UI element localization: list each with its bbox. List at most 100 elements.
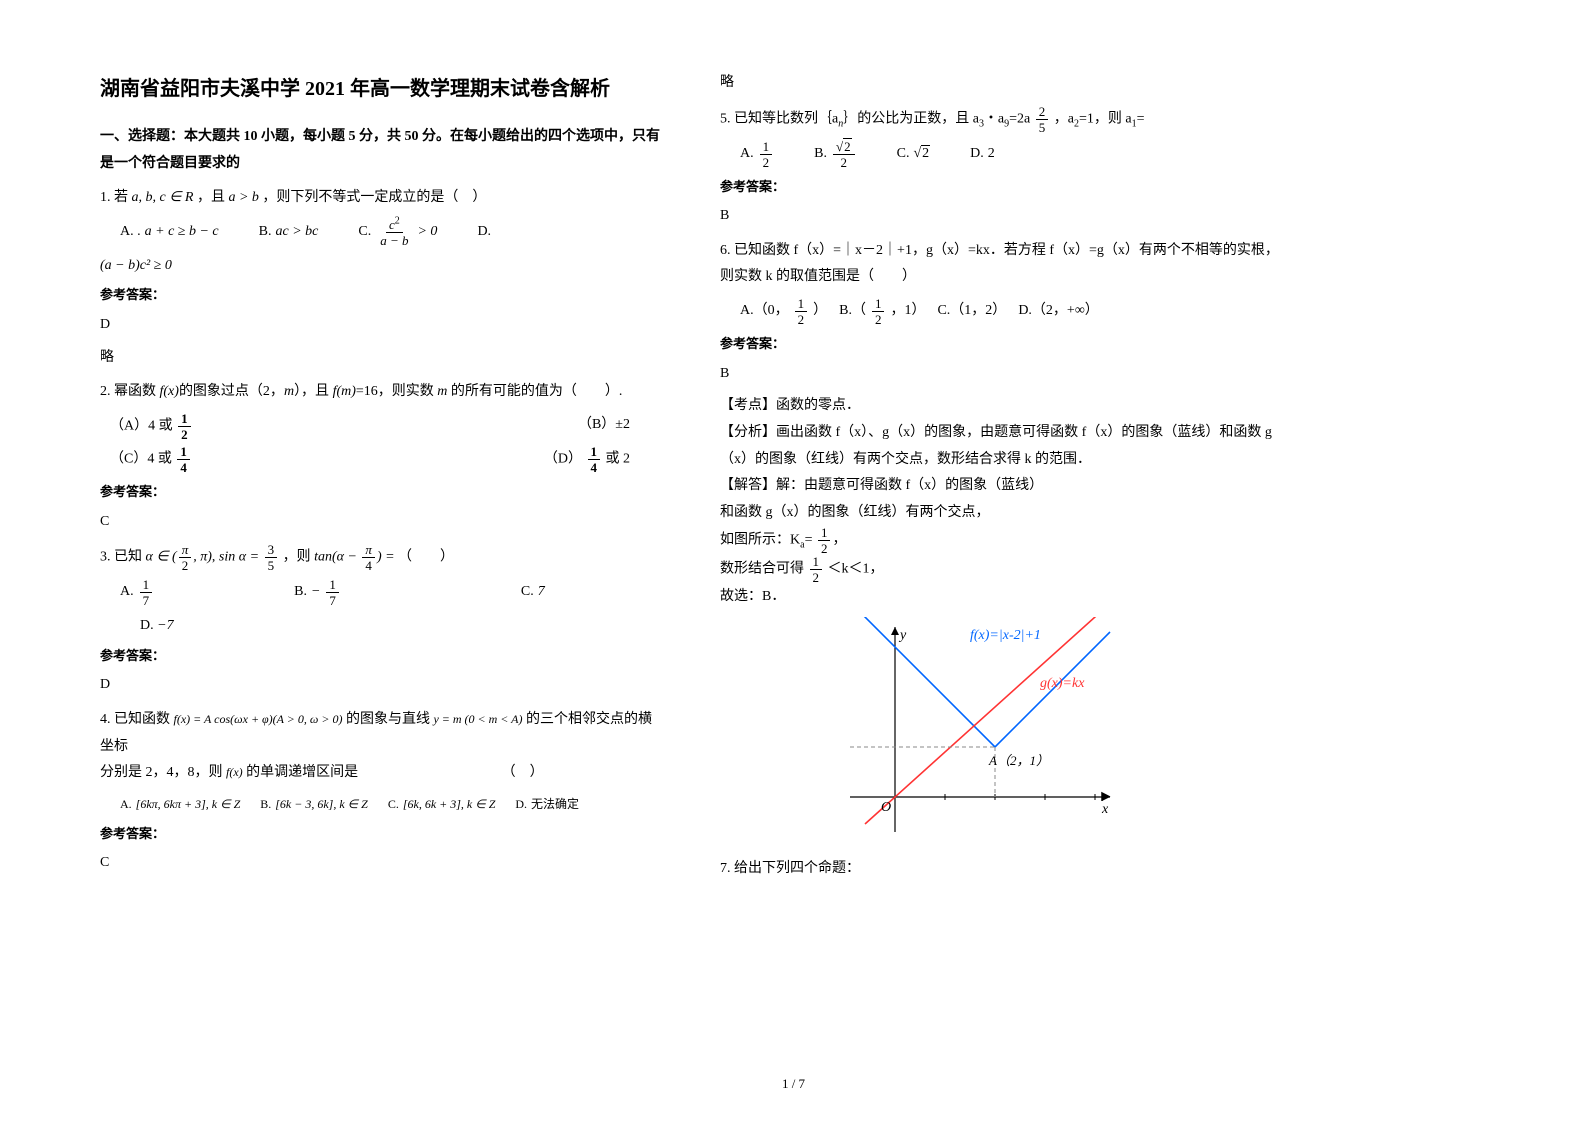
q4-B: [6k − 3, 6k], k ∈ Z — [275, 793, 368, 816]
q6-ans-label: 参考答案： — [720, 332, 1280, 357]
question-4: 4. 已知函数 f(x) = A cos(ωx + φ)(A > 0, ω > … — [100, 707, 660, 760]
q1-cond2: a > b — [228, 190, 258, 205]
q2-e: ），且 — [294, 384, 333, 399]
q6-B2: ，1） — [890, 298, 925, 325]
q5-exp: 25 — [1036, 105, 1049, 134]
question-3: 3. 已知 α ∈ (π2, π), sin α = 35 ，则 tan(α −… — [100, 543, 660, 572]
q4-ans-label: 参考答案： — [100, 822, 660, 847]
q1-tail: ，则下列不等式一定成立的是（ ） — [262, 190, 486, 205]
question-5: 5. 已知等比数列｛an｝的公比为正数，且 a3・a9=2a 25 ，a2=1，… — [720, 105, 1280, 134]
svg-text:x: x — [1101, 802, 1109, 817]
q4-l2a: 分别是 2，4，8，则 — [100, 765, 223, 780]
q6-exp6: 数形结合可得 12 ＜k＜1， — [720, 555, 1280, 584]
q4-options: A. [6kπ, 6kπ + 3], k ∈ Z B. [6k − 3, 6k]… — [120, 793, 660, 816]
q2-c: 的图象过点（2， — [179, 384, 284, 399]
q5-e: ，a — [1054, 111, 1074, 126]
q3-A: A. 17 — [120, 578, 154, 607]
q6-e6b: ＜k＜1， — [828, 562, 884, 577]
q1-D: (a − b)c² ≥ 0 — [100, 253, 660, 280]
q6-exp4: 和函数 g（x）的图象（红线）有两个交点， — [720, 500, 1280, 527]
q2-D: （D） — [544, 452, 582, 467]
svg-text:g(x)=kx: g(x)=kx — [1040, 676, 1085, 691]
q5-C: 2 — [913, 141, 930, 168]
page-title: 湖南省益阳市夫溪中学 2021 年高一数学理期末试卷含解析 — [100, 70, 660, 108]
svg-text:f(x)=|x-2|+1: f(x)=|x-2|+1 — [970, 628, 1041, 643]
q4-a: 4. 已知函数 — [100, 712, 170, 727]
q4-ans: C — [100, 850, 660, 877]
question-6: 6. 已知函数 f（x）=｜x－2｜+1，g（x）=kx．若方程 f（x）=g（… — [720, 238, 1280, 291]
q5-d: =2a — [1009, 111, 1030, 126]
q6-A: A.（0， — [740, 298, 789, 325]
q6-e5b: = — [805, 533, 813, 548]
q1-cond1: a, b, c ∈ R — [132, 190, 194, 205]
q6-exp5: 如图所示：Ka= 12， — [720, 526, 1280, 555]
q3-tan: tan(α − — [314, 550, 360, 565]
q6-C: C.（1，2） — [937, 298, 1006, 325]
q6-D: D.（2，+∞） — [1018, 298, 1099, 325]
q5-options: A. 12 B. 22 C. 2 D. 2 — [740, 140, 1280, 169]
q5-ans: B — [720, 203, 1280, 230]
q3-then: ，则 — [283, 550, 315, 565]
q4-ym: y = m (0 < m < A) — [433, 712, 522, 726]
question-2: 2. 幂函数 f(x)的图象过点（2，m），且 f(m)=16，则实数 m 的所… — [100, 379, 660, 406]
q1-ans-label: 参考答案： — [100, 283, 660, 308]
q2-h: m — [437, 384, 447, 399]
q6-options: A.（0，12） B.（12，1） C.（1，2） D.（2，+∞） — [740, 297, 1280, 326]
q4-Ap: A. — [120, 793, 132, 816]
q1-options: A. . a + c ≥ b − c B. ac > bc C. c2a − b… — [120, 218, 660, 247]
q5-g: = — [1137, 111, 1145, 126]
q6-e6a: 数形结合可得 — [720, 562, 804, 577]
q1-C-gt: > 0 — [417, 219, 437, 246]
q5-Dp: D. — [970, 141, 984, 168]
q2-b: f(x) — [160, 384, 179, 399]
q2-d: m — [284, 384, 294, 399]
q3-ans: D — [100, 672, 660, 699]
q1-B-pre: B. — [259, 219, 272, 246]
q5-Cp: C. — [897, 141, 910, 168]
q1-note: 略 — [100, 345, 660, 372]
q1-stem: 1. 若 — [100, 190, 128, 205]
q4-fX: f(x) — [226, 765, 243, 779]
q5-Bp: B. — [814, 141, 827, 168]
q6-e5a: 如图所示：K — [720, 533, 800, 548]
q1-ans: D — [100, 312, 660, 339]
q1-D-pre: D. — [477, 219, 491, 246]
q2-A: （A）4 或 — [110, 419, 173, 434]
q4-Dp: D. — [515, 793, 527, 816]
q4-l2b: 的单调递增区间是 — [246, 765, 358, 780]
svg-text:A（2，1）: A（2，1） — [988, 753, 1049, 768]
q4-fx: f(x) = A cos(ωx + φ)(A > 0, ω > 0) — [174, 712, 343, 726]
q6-exp2: 【分析】画出函数 f（x）、g（x）的图象，由题意可得函数 f（x）的图象（蓝线… — [720, 420, 1280, 473]
q5-b: ｝的公比为正数，且 a — [843, 111, 979, 126]
q5-c: ・a — [984, 111, 1004, 126]
question-7: 7. 给出下列四个命题： — [720, 856, 1280, 883]
question-1: 1. 若 a, b, c ∈ R ，且 a > b ，则下列不等式一定成立的是（… — [100, 185, 660, 212]
q3-sin: sin α = — [219, 550, 263, 565]
q2-B: （B）±2 — [578, 412, 630, 441]
q2-i: 的所有可能的值为（ ）. — [447, 384, 622, 399]
q2-C-frac: 14 — [177, 445, 190, 474]
q2-ans: C — [100, 509, 660, 536]
q5-D: 2 — [988, 141, 995, 168]
q6-e5c: ， — [832, 533, 846, 548]
q4-Bp: B. — [260, 793, 271, 816]
q5-ans-label: 参考答案： — [720, 175, 1280, 200]
q5-f: =1，则 a — [1079, 111, 1132, 126]
q3-tail: （ ） — [398, 550, 454, 565]
q2-C: （C）4 或 — [110, 452, 172, 467]
q3-D: D. −7 — [140, 613, 660, 640]
q6-B: B.（ — [839, 298, 866, 325]
q1-B: ac > bc — [275, 219, 318, 246]
q2-A-frac: 12 — [178, 412, 191, 441]
q2-f: f(m) — [333, 384, 356, 399]
q6-exp1: 【考点】函数的零点． — [720, 393, 1280, 420]
q6-ans: B — [720, 361, 1280, 388]
q1-mid: ，且 — [197, 190, 225, 205]
q4-D: 无法确定 — [531, 793, 579, 816]
q6-exp3: 【解答】解：由题意可得函数 f（x）的图象（蓝线） — [720, 473, 1280, 500]
q4-Cp: C. — [388, 793, 399, 816]
q3-C: C. 7 — [521, 579, 545, 606]
q4-b: 的图象与直线 — [346, 712, 434, 727]
q1-C-pre: C. — [358, 219, 371, 246]
q4-paren: （ ） — [502, 765, 544, 780]
